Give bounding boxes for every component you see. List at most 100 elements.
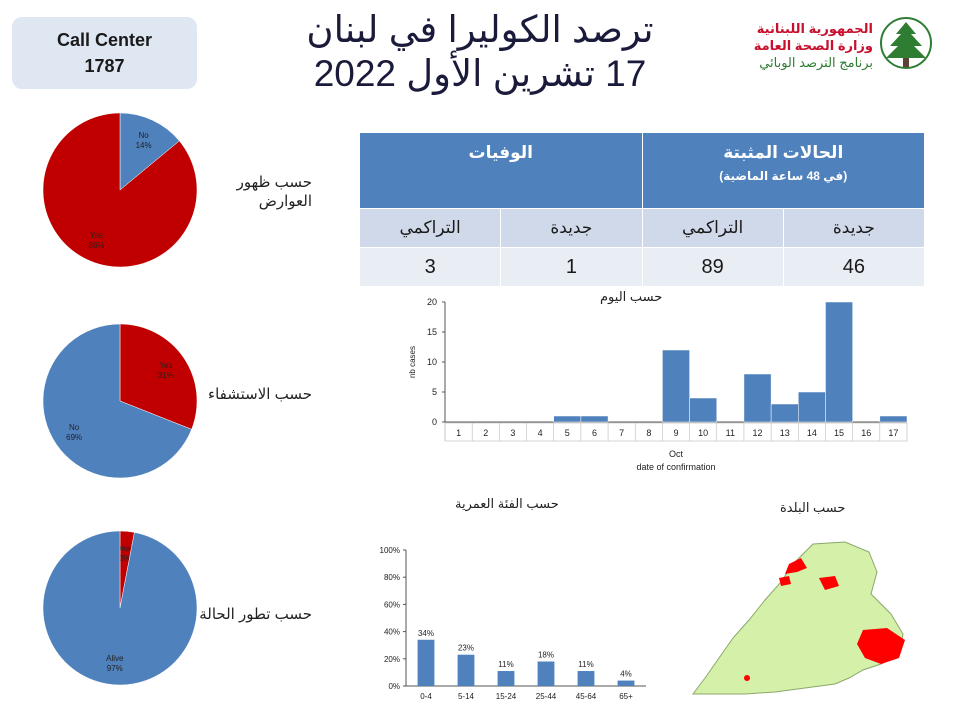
pie-label-yes: Yes <box>159 361 172 370</box>
x-tick-label: 12 <box>753 428 763 438</box>
y-tick-label: 20 <box>427 297 437 307</box>
age-x-tick-label: 45-64 <box>576 692 597 701</box>
call-center-label: Call Center <box>56 30 153 50</box>
y-tick-label: 100% <box>380 546 400 555</box>
pie-value-alive: 97% <box>107 664 123 673</box>
chart-title-by-town: حسب البلدة <box>780 500 846 515</box>
label-by-hospitalization: حسب الاستشفاء <box>208 386 312 403</box>
x-tick-label: 7 <box>619 428 624 438</box>
label-by-symptoms: حسب ظهور العوارض <box>236 174 312 210</box>
x-tick-label: 5 <box>565 428 570 438</box>
age-x-tick-label: 25-44 <box>536 692 557 701</box>
map-outbreak-zone-bekaa <box>857 628 905 664</box>
bar-chart-by-age: 0% 20% 40% 60% 80% 100% 34% 0-4 23% 5-14 11% 15-24 1… <box>380 546 646 701</box>
day-bar <box>825 301 853 423</box>
age-x-tick-label: 0-4 <box>420 692 432 701</box>
y-tick-label: 60% <box>384 600 400 609</box>
pie-label-alive: Alive <box>106 654 124 663</box>
pie-value-no: 69% <box>66 433 82 442</box>
age-x-tick-label: 15-24 <box>496 692 517 701</box>
x-axis-sub: Oct <box>669 449 684 459</box>
pie-label-no: No <box>69 423 80 432</box>
pie-label-no: No <box>138 131 149 140</box>
confirmed-cumulative-value: 89 <box>641 247 784 287</box>
age-x-tick-label: 5-14 <box>458 692 475 701</box>
age-data-label: 11% <box>498 660 513 669</box>
day-bar <box>580 415 609 423</box>
deaths-new-value: 1 <box>500 247 643 287</box>
title-line-2: 17 تشرين الأول 2022 <box>313 53 647 94</box>
age-bar <box>577 671 595 686</box>
x-axis-label: date of confirmation <box>636 462 715 472</box>
chart-title-by-age: حسب الفئة العمرية <box>455 496 559 511</box>
day-bar <box>662 349 690 423</box>
x-tick-label: 13 <box>780 428 790 438</box>
confirmed-header-label: الحالات المثبتة <box>723 143 844 162</box>
ministry-logo-text: الجمهورية اللبنانية وزارة الصحة العامة ب… <box>738 20 873 71</box>
confirmed-header: الحالات المثبتة (في 48 ساعة الماضية) <box>641 132 925 209</box>
y-tick-label: 15 <box>427 327 437 337</box>
day-bar <box>770 403 799 423</box>
deaths-header-label: الوفيات <box>468 143 533 162</box>
page-title: ترصد الكوليرا في لبنان 17 تشرين الأول 20… <box>300 8 660 96</box>
pie-slice-no <box>42 323 192 479</box>
map-outbreak-zone-tripoli <box>779 576 791 586</box>
confirmed-cumulative-header: التراكمي <box>641 208 784 248</box>
pie-slice-alive <box>42 530 198 686</box>
age-data-label: 11% <box>578 660 593 669</box>
stats-table: الحالات المثبتة (في 48 ساعة الماضية) الو… <box>358 132 926 287</box>
y-tick-label: 0 <box>432 417 437 427</box>
x-tick-label: 14 <box>807 428 817 438</box>
x-tick-label: 3 <box>510 428 515 438</box>
age-bar <box>417 639 435 686</box>
confirmed-new-value: 46 <box>782 247 926 287</box>
x-tick-label: 4 <box>538 428 543 438</box>
x-tick-label: 9 <box>673 428 678 438</box>
y-tick-label: 80% <box>384 573 400 582</box>
confirmed-new-header: جديدة <box>782 208 926 248</box>
logo-line-1: الجمهورية اللبنانية <box>756 21 873 36</box>
chart-title-by-day: حسب اليوم <box>600 289 663 304</box>
lebanon-map <box>692 541 905 695</box>
label-by-outcome: حسب تطور الحالة <box>199 606 312 623</box>
x-tick-label: 8 <box>646 428 651 438</box>
y-tick-label: 10 <box>427 357 437 367</box>
pie-slice-yes <box>119 323 198 430</box>
day-bar <box>689 397 718 423</box>
logo-line-2: وزارة الصحة العامة <box>753 38 873 53</box>
age-data-label: 23% <box>458 644 474 653</box>
age-bar <box>537 661 555 686</box>
pie-slice-no <box>119 112 180 191</box>
pie-value-yes: 31% <box>158 371 174 380</box>
map-outbreak-zone-akkar <box>785 558 807 574</box>
title-line-1: ترصد الكوليرا في لبنان <box>306 9 654 50</box>
age-x-tick-label: 65+ <box>619 692 633 701</box>
pie-value-no: 14% <box>136 141 152 150</box>
call-center-box: Call Center 1787 <box>12 17 197 89</box>
deaths-new-header: جديدة <box>500 208 643 248</box>
y-tick-label: 0% <box>388 682 400 691</box>
age-bar <box>497 671 515 686</box>
y-axis-label: nb cases <box>408 346 417 378</box>
logo-line-3: برنامج الترصد الوبائي <box>759 55 873 70</box>
x-tick-label: 15 <box>834 428 844 438</box>
deaths-header: الوفيات <box>359 132 643 209</box>
map-land <box>692 541 904 695</box>
call-center-number: 1787 <box>84 56 125 76</box>
age-data-label: 4% <box>620 670 632 679</box>
x-tick-label: 11 <box>726 428 735 438</box>
pie-slice-yes <box>42 112 198 268</box>
day-bar <box>798 391 826 423</box>
age-data-label: 18% <box>538 651 554 660</box>
map-outbreak-point <box>744 675 750 681</box>
y-tick-label: 5 <box>432 387 437 397</box>
day-bar <box>553 415 582 423</box>
day-bar <box>743 373 772 423</box>
pie-label-dead: Dead <box>116 544 135 553</box>
x-tick-label: 16 <box>861 428 871 438</box>
x-tick-label: 2 <box>483 428 488 438</box>
